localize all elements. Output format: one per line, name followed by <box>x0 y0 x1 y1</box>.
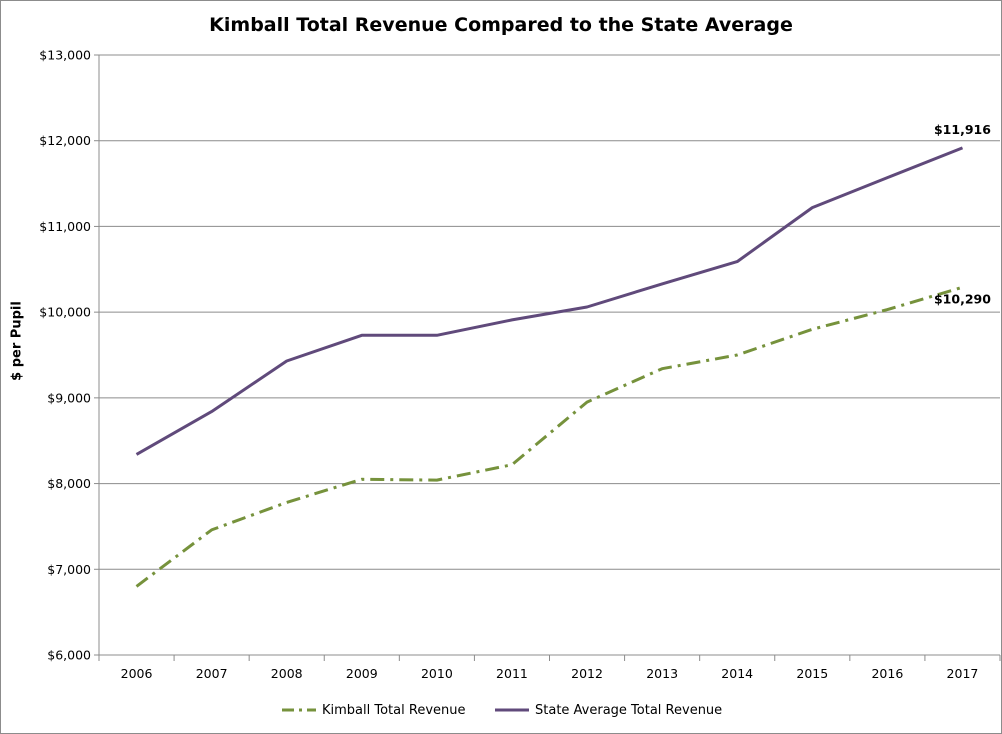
legend: Kimball Total Revenue State Average Tota… <box>0 700 1002 720</box>
x-tick-label: 2016 <box>871 666 903 681</box>
y-tick-label: $9,000 <box>47 390 91 405</box>
y-tick-label: $12,000 <box>39 133 91 148</box>
y-tick-label: $6,000 <box>47 648 91 663</box>
x-tick-label: 2006 <box>121 666 153 681</box>
legend-label-kimball: Kimball Total Revenue <box>322 702 466 718</box>
x-tick-label: 2010 <box>421 666 453 681</box>
chart-title: Kimball Total Revenue Compared to the St… <box>209 14 793 36</box>
y-tick-label: $7,000 <box>47 562 91 577</box>
x-tick-label: 2007 <box>196 666 228 681</box>
legend-swatch-kimball <box>282 708 316 712</box>
x-tick-label: 2014 <box>721 666 753 681</box>
y-tick-label: $11,000 <box>39 219 91 234</box>
series-line-state-average <box>135 146 964 456</box>
legend-item-state-average: State Average Total Revenue <box>495 700 722 720</box>
x-tick-label: 2012 <box>571 666 603 681</box>
y-tick-label: $10,000 <box>39 305 91 320</box>
x-tick-label: 2015 <box>796 666 828 681</box>
data-label-state-average: $11,916 <box>934 122 991 137</box>
x-tick-label: 2011 <box>496 666 528 681</box>
data-label-kimball: $10,290 <box>934 291 991 306</box>
legend-label-state-average: State Average Total Revenue <box>535 702 723 718</box>
legend-item-kimball: Kimball Total Revenue <box>282 700 465 720</box>
y-tick-label: $13,000 <box>39 48 91 63</box>
x-tick-label: 2017 <box>947 666 979 681</box>
series-line-kimball <box>135 285 963 588</box>
x-tick-label: 2013 <box>646 666 678 681</box>
legend-swatch-state-average <box>495 708 529 712</box>
x-tick-label: 2008 <box>271 666 303 681</box>
y-tick-label: $8,000 <box>47 476 91 491</box>
x-tick-label: 2009 <box>346 666 378 681</box>
